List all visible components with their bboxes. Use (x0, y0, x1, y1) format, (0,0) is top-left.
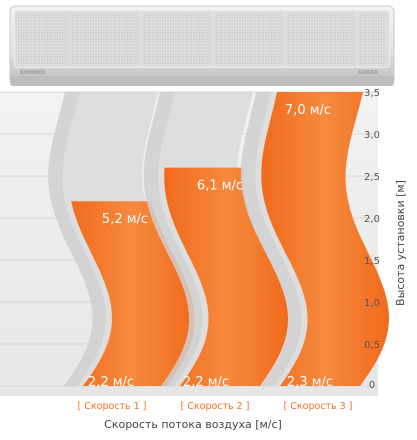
y-tick-label: 3,0 (364, 130, 380, 141)
y-axis-label: Высота установки [м] (394, 180, 407, 306)
brand-label: ROMMER (20, 70, 45, 76)
air-streams: 5,2 м/с 2,2 м/с 6,1 м/с 2,2 м/с 7,0 м/с 2,3 м… (48, 92, 389, 390)
grille-segment (15, 11, 71, 67)
stream-top-speed-label: 5,2 м/с (102, 212, 148, 227)
speed-mode-label: [ Скорость 3 ] (284, 401, 353, 412)
device-grille (15, 11, 389, 67)
stream-bottom-speed-label: 2,3 м/с (287, 375, 333, 390)
stream-top-speed-label: 7,0 м/с (285, 103, 331, 118)
speed-mode-label: [ Скорость 1 ] (78, 401, 147, 412)
grille-segment (141, 11, 213, 67)
y-tick-label: 1,5 (364, 256, 380, 267)
stream-fill (261, 92, 389, 386)
grille-segment (69, 11, 141, 67)
speed-labels: [ Скорость 1 ] [ Скорость 2 ] [ Скорость 3… (78, 401, 353, 412)
stream-top-speed-label: 6,1 м/с (197, 179, 243, 194)
grille-segment (213, 11, 285, 67)
grille-segment (285, 11, 357, 67)
y-tick-label: 0,5 (364, 340, 380, 351)
stream-bottom-speed-label: 2,2 м/с (88, 375, 134, 390)
stream-fill (71, 201, 195, 386)
y-tick-label: 1,0 (364, 298, 380, 309)
air-stream-2: 6,1 м/с 2,2 м/с (143, 92, 289, 390)
model-label: GUARD (358, 70, 378, 76)
y-tick-label: 2,0 (364, 214, 380, 225)
air-stream-1: 5,2 м/с 2,2 м/с (48, 92, 195, 390)
stream-bottom-speed-label: 2,2 м/с (183, 375, 229, 390)
y-tick-label: 0 (369, 380, 375, 391)
x-axis-label: Скорость потока воздуха [м/с] (104, 418, 282, 431)
y-tick-label: 3,5 (364, 88, 380, 99)
grille-segment (357, 11, 389, 67)
air-curtain-device: ROMMER GUARD (9, 5, 395, 86)
y-tick-labels: 0 0,5 1,0 1,5 2,0 2,5 3,0 3,5 (364, 88, 380, 391)
air-stream-3: 7,0 м/с 2,3 м/с (240, 92, 389, 390)
y-tick-label: 2,5 (364, 172, 380, 183)
stream-fill (164, 167, 289, 386)
speed-mode-label: [ Скорость 2 ] (181, 401, 250, 412)
